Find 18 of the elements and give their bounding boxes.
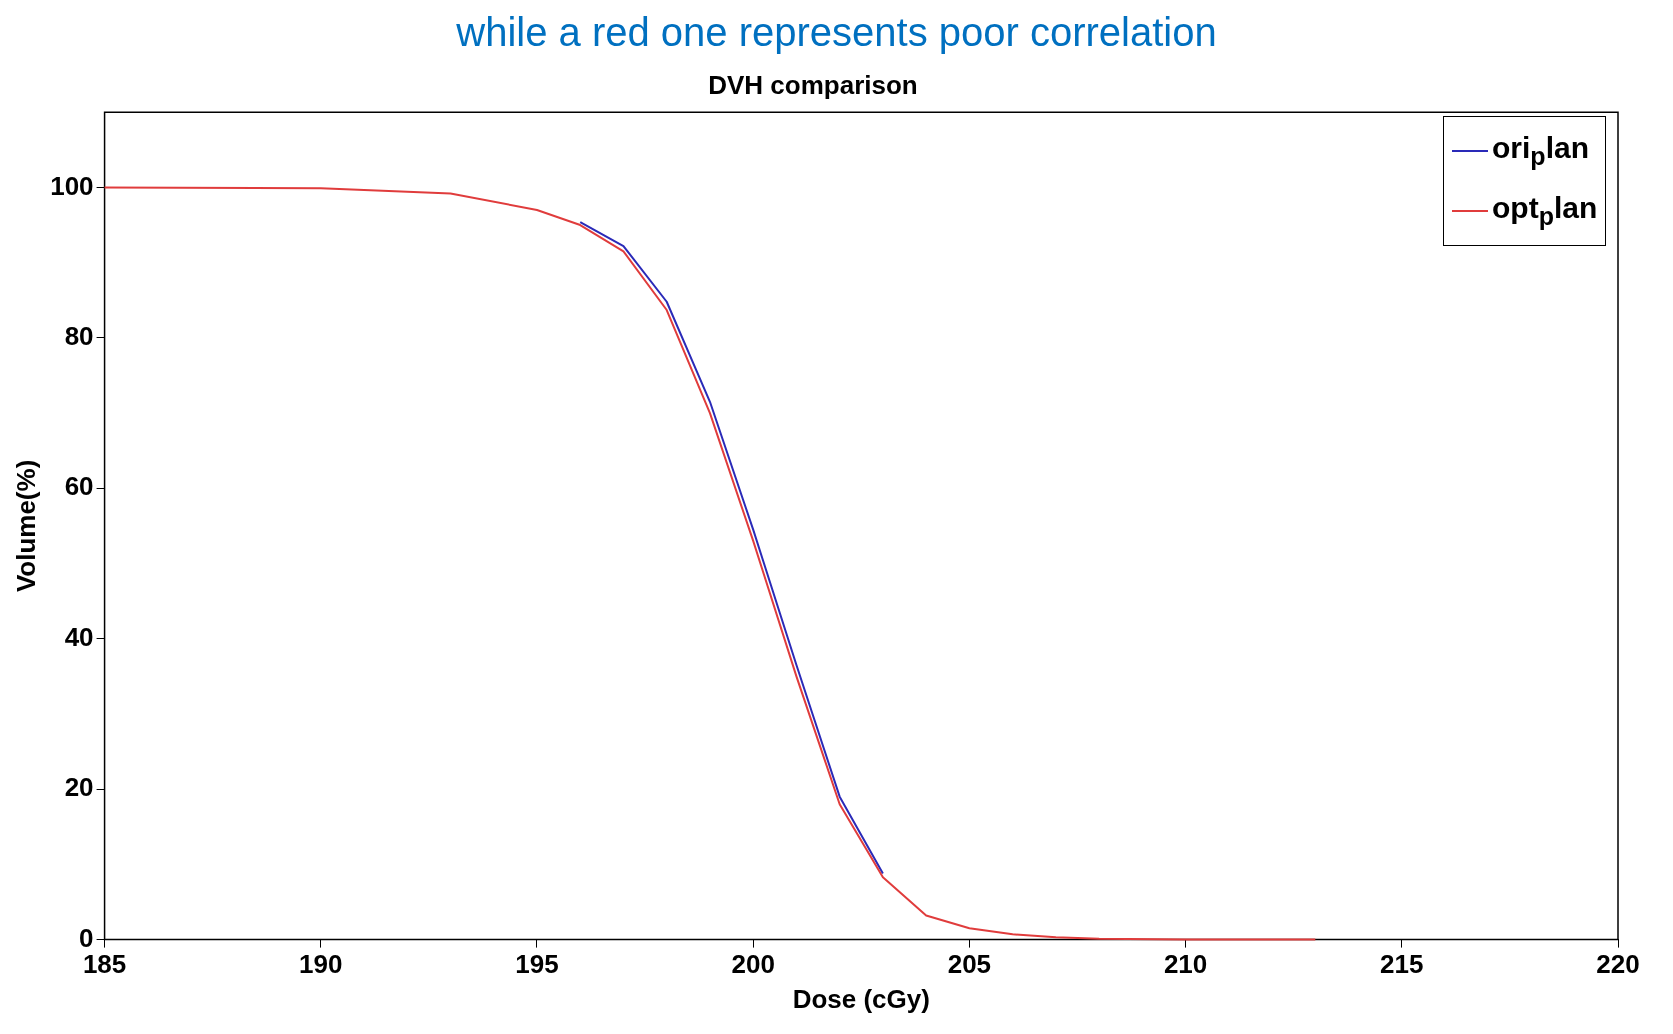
x-tick-label: 195 — [515, 949, 559, 980]
x-tick-label: 205 — [947, 949, 992, 980]
x-tick-label: 215 — [1380, 949, 1424, 980]
y-tick-label: 100 — [50, 170, 94, 201]
y-tick-label: 40 — [64, 621, 94, 652]
y-tick-label: 20 — [64, 772, 94, 803]
chart-title: DVH comparison — [708, 69, 918, 100]
text: while a red one represents poor correlation — [455, 9, 1218, 56]
y-tick-label: 80 — [64, 321, 94, 352]
legend-label: opt$_{p}$lan — [1492, 191, 1598, 232]
x-tick-label: 200 — [731, 949, 775, 980]
x-tick-label: 220 — [1596, 949, 1640, 980]
x-axis-title: Dose (cGy) — [792, 983, 930, 1014]
y-axis-title: Volume(%) — [10, 459, 41, 593]
x-tick-label: 210 — [1163, 949, 1208, 980]
legend-label: ori$_{p}$lan — [1492, 131, 1589, 172]
x-tick-label: 190 — [299, 949, 343, 980]
y-tick-label: 60 — [64, 471, 94, 502]
